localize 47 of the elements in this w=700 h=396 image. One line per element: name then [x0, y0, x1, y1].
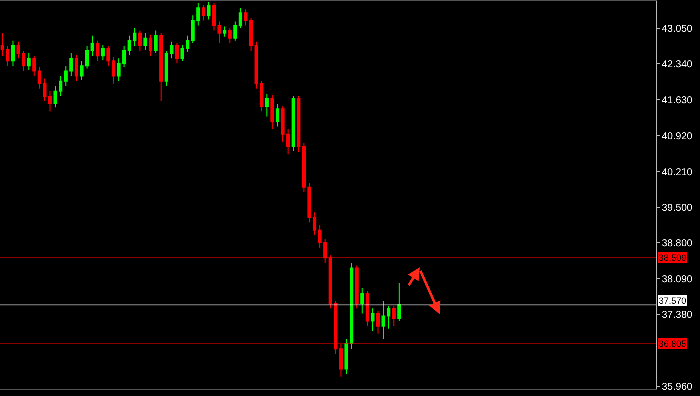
candlestick: [144, 32, 148, 51]
candlestick: [138, 30, 142, 52]
y-tick-label: 40.210: [662, 167, 694, 178]
candlestick: [276, 104, 280, 128]
y-tick-label: 38.090: [662, 274, 694, 286]
candlestick: [148, 34, 153, 57]
ref-line-label: 37.570: [659, 296, 687, 306]
candlestick: [234, 21, 238, 42]
candlestick: [96, 40, 100, 62]
candlestick: [223, 26, 227, 38]
candlestick: [101, 44, 105, 61]
y-tick-label: 43.050: [662, 24, 694, 35]
candlestick: [398, 282, 402, 322]
candlestick: [238, 8, 243, 29]
candlestick: [32, 56, 36, 77]
candlestick: [339, 344, 344, 378]
candlestick: [270, 94, 274, 130]
candlestick: [292, 96, 296, 152]
ref-line-label: 36.805: [659, 339, 687, 349]
candlestick: [202, 5, 206, 22]
candlestick: [297, 96, 301, 153]
y-tick-label: 37.380: [662, 310, 694, 322]
candlestick: [360, 288, 364, 314]
y-tick-label: 40.920: [662, 131, 694, 142]
candlestick: [175, 42, 180, 64]
candlestick: [207, 2, 211, 20]
candlestick: [90, 35, 94, 57]
y-tick-label: 38.800: [662, 238, 694, 250]
candlestick: [11, 40, 16, 67]
candlestick: [27, 53, 31, 71]
candlestick: [371, 308, 375, 332]
candlestick: [265, 93, 269, 118]
candlestick: [392, 306, 396, 327]
candlestick: [212, 2, 216, 32]
candlestick: [218, 21, 222, 44]
candlestick: [366, 290, 370, 327]
candlestick: [154, 30, 158, 54]
y-tick-label: 35.960: [662, 382, 694, 393]
candlestick: [376, 310, 380, 334]
candlestick: [74, 54, 79, 82]
y-tick-label: 41.630: [662, 96, 694, 107]
y-tick-label: 39.500: [662, 203, 694, 214]
ref-line-label: 38.509: [659, 253, 687, 263]
y-tick-label: 42.340: [662, 60, 694, 71]
candlestick: [160, 32, 164, 102]
candlestick: [355, 265, 359, 310]
candlestick: [228, 28, 232, 44]
